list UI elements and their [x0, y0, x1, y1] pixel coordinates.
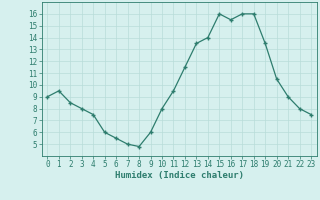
X-axis label: Humidex (Indice chaleur): Humidex (Indice chaleur): [115, 171, 244, 180]
